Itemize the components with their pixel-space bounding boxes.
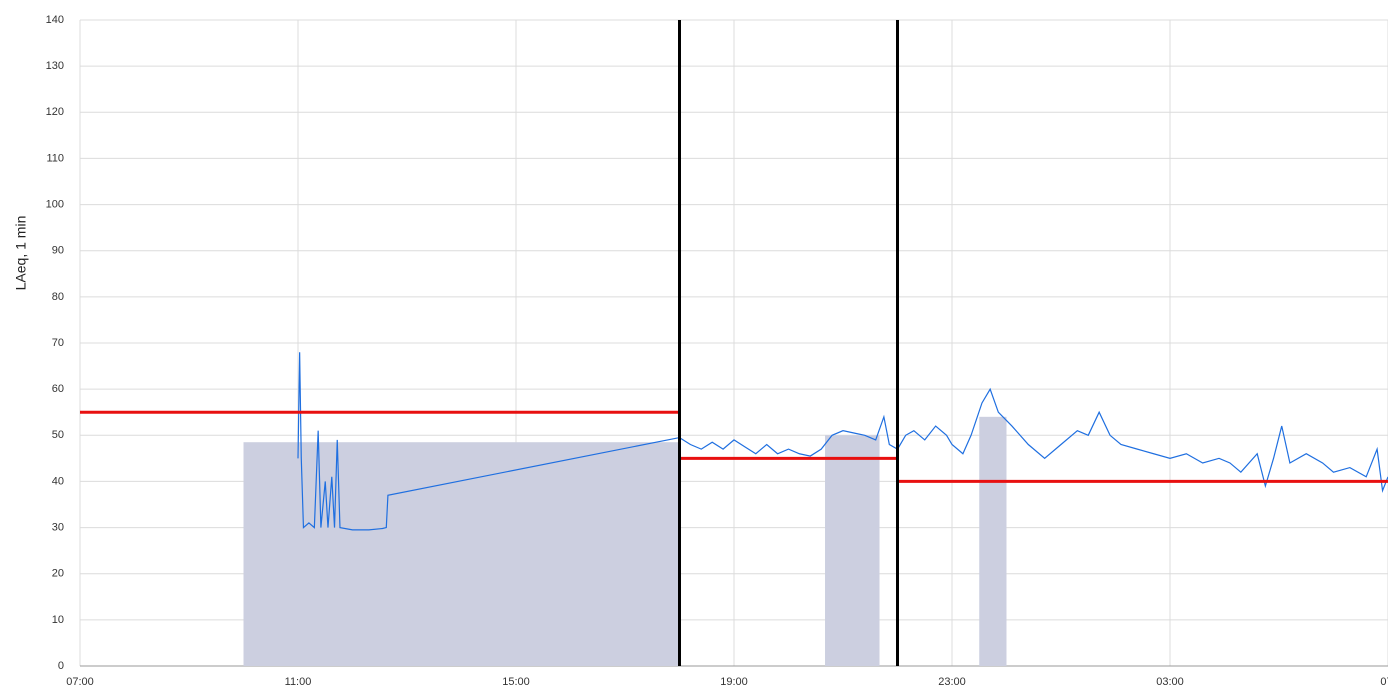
y-tick-label: 0 xyxy=(58,660,64,672)
y-tick-label: 130 xyxy=(46,60,64,72)
y-tick-label: 40 xyxy=(52,475,64,487)
x-tick-label: 07: xyxy=(1380,676,1388,688)
y-tick-label: 110 xyxy=(46,152,64,164)
shaded-band xyxy=(243,442,680,666)
y-tick-label: 30 xyxy=(52,521,64,533)
x-tick-label: 03:00 xyxy=(1156,676,1184,688)
shaded-band xyxy=(825,435,880,666)
y-tick-label: 70 xyxy=(52,337,64,349)
x-tick-label: 11:00 xyxy=(285,676,312,688)
x-tick-label: 15:00 xyxy=(502,676,530,688)
y-tick-label: 140 xyxy=(46,14,64,26)
y-tick-label: 20 xyxy=(52,568,64,580)
y-tick-label: 120 xyxy=(46,106,64,118)
x-tick-label: 19:00 xyxy=(720,676,748,688)
x-tick-label: 07:00 xyxy=(66,676,94,688)
y-tick-label: 100 xyxy=(46,198,64,210)
shaded-band xyxy=(979,416,1007,666)
y-tick-label: 60 xyxy=(52,383,64,395)
y-tick-label: 10 xyxy=(52,614,64,626)
y-tick-label: 50 xyxy=(52,429,64,441)
x-tick-label: 23:00 xyxy=(938,676,966,688)
data-line xyxy=(297,352,1388,531)
y-axis-title: LAeq, 1 min xyxy=(13,216,29,291)
y-tick-label: 80 xyxy=(52,291,64,303)
y-tick-label: 90 xyxy=(52,245,64,257)
